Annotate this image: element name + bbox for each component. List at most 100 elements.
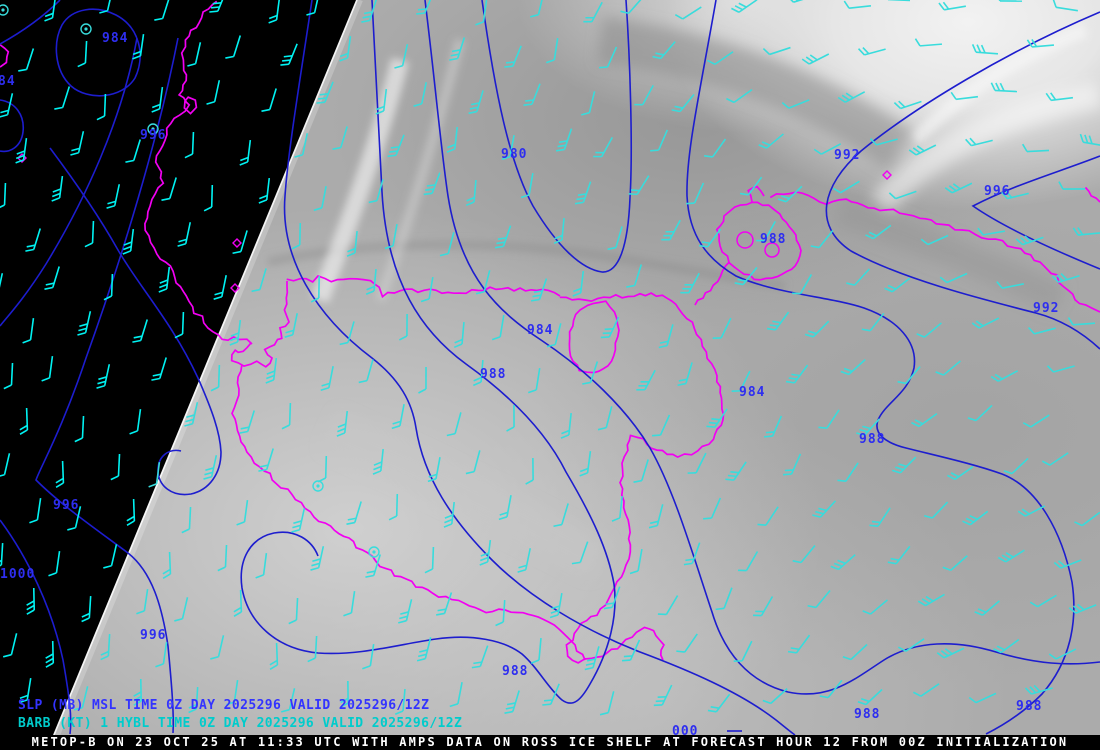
wind-barb-icon (752, 596, 774, 617)
wind-barb-icon (391, 404, 405, 430)
wind-barb-icon (967, 404, 993, 422)
wind-barb-icon (947, 466, 974, 481)
coastline-terra-nova-bay (230, 281, 290, 368)
wind-barb-icon (683, 542, 701, 566)
wind-barb-icon (944, 182, 973, 194)
wind-barb-icon (913, 683, 940, 697)
isobar-988-hook (240, 0, 616, 704)
wind-barb-icon (203, 455, 218, 480)
wind-barb-icon (473, 359, 484, 387)
wind-barb-icon (332, 126, 348, 151)
wind-barb-icon (2, 633, 18, 658)
wind-barb-icon (726, 88, 753, 104)
wind-barb-icon (424, 546, 435, 574)
isobar-992-mid (283, 0, 796, 736)
wind-barb-icon (653, 684, 673, 707)
wind-barb-icon (837, 91, 866, 103)
wind-barb-icon (652, 41, 676, 60)
coastline-left-edge-islet (0, 44, 10, 68)
wind-barb-icon (781, 99, 810, 109)
wind-barb-icon (935, 360, 961, 376)
islet-icon (232, 238, 242, 248)
coastline-central-ice-complex (559, 292, 725, 664)
wind-barb-icon (1022, 414, 1050, 428)
wind-barb-icon (792, 544, 816, 564)
calm-station-icon (368, 546, 380, 558)
wind-barb-icon (310, 546, 325, 571)
wind-barb-icon (520, 173, 534, 199)
wind-barb-icon (122, 228, 135, 255)
island-hole (764, 242, 780, 258)
wind-barb-icon (258, 177, 271, 204)
wind-barb-icon (361, 0, 378, 23)
wind-barb-icon (281, 688, 296, 713)
wind-barb-icon (528, 368, 541, 394)
wind-barb-icon (995, 0, 1023, 2)
wind-barb-icon (0, 542, 4, 570)
wind-barb-icon (268, 0, 281, 24)
wind-barb-icon (661, 219, 681, 241)
wind-barb-icon (291, 508, 306, 533)
wind-barb-icon (801, 53, 830, 65)
wind-barb-icon (703, 497, 722, 520)
wind-barb-icon (184, 402, 199, 427)
wind-barb-icon (762, 46, 791, 56)
islet-icon (230, 283, 240, 293)
wind-barb-icon (583, 1, 603, 23)
wind-barb-icon (475, 270, 491, 295)
wind-barb-icon (45, 640, 55, 668)
wind-barb-icon (1046, 365, 1075, 373)
wind-barb-icon (413, 82, 427, 107)
wind-barb-icon (154, 0, 171, 21)
wind-barb-icon (857, 46, 886, 56)
wind-barb-icon (1017, 505, 1046, 517)
islet-icon (882, 170, 892, 180)
wind-barb-icon (3, 362, 14, 390)
wind-barb-icon (427, 457, 441, 483)
isobar-988-east-s (686, 0, 1075, 735)
wind-barb-icon (294, 133, 309, 158)
wind-barb-icon (475, 0, 488, 26)
wind-barb-icon (506, 404, 515, 432)
coastline-layer (0, 0, 1100, 664)
calm-station-layer (0, 4, 380, 558)
wind-barb-icon (269, 642, 279, 670)
wind-barb-icon (783, 453, 802, 476)
wind-barb-icon (712, 317, 732, 340)
wind-barb-icon (15, 137, 28, 164)
wind-barb-icon (44, 0, 57, 22)
wind-barb-icon (574, 181, 592, 205)
calm-station-icon (80, 23, 92, 35)
wind-barb-icon (209, 0, 227, 13)
wind-barb-icon (671, 93, 695, 113)
wind-barb-icon (340, 680, 349, 708)
wind-barb-icon (465, 179, 477, 207)
wind-barb-icon (1067, 317, 1096, 326)
wind-barb-icon (593, 136, 614, 158)
wind-barb-layer (0, 0, 1100, 716)
wind-barb-icon (1072, 227, 1100, 236)
wind-barb-icon (620, 0, 644, 15)
wind-barb-icon (136, 589, 149, 615)
wind-barb-icon (479, 539, 492, 566)
wind-barb-icon (785, 364, 809, 384)
wind-barb-icon (813, 143, 842, 155)
wind-barb-icon (530, 0, 545, 18)
wind-barb-icon (725, 461, 747, 481)
wind-barb-icon (41, 355, 54, 382)
wind-barb-icon (704, 138, 727, 158)
wind-barb-icon (0, 182, 7, 210)
wind-barb-icon (888, 190, 917, 200)
coastline-island-cluster-spur (747, 185, 765, 203)
wind-barb-icon (343, 590, 356, 617)
wind-barb-icon (184, 131, 195, 159)
wind-barb-icon (1041, 452, 1069, 466)
wind-barb-icon (818, 409, 840, 429)
wind-barb-icon (416, 0, 435, 15)
wind-barb-icon (857, 688, 883, 706)
wind-barb-icon (339, 35, 352, 62)
wind-barb-icon (73, 686, 89, 711)
wind-barb-icon (804, 320, 830, 338)
wind-barb-icon (148, 461, 161, 488)
coastline-small-islet-blob (183, 96, 198, 115)
